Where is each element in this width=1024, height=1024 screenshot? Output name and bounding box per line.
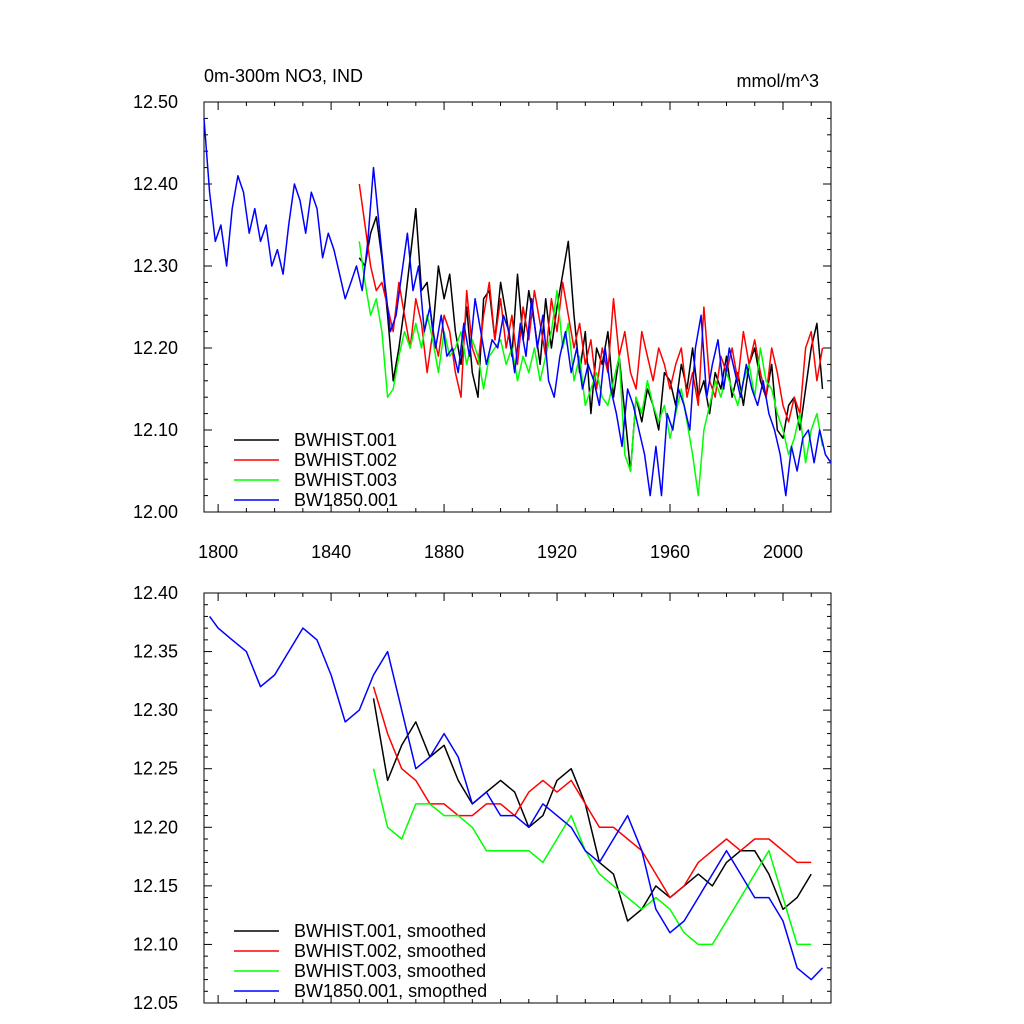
legend-label-3: BW1850.001 <box>294 490 398 510</box>
legend-label-0: BWHIST.001 <box>294 430 397 450</box>
series-line-3 <box>203 118 832 497</box>
chart-title-left: 0m-300m NO3, IND <box>204 66 363 86</box>
x-tick-label: 1840 <box>311 542 351 562</box>
y-tick-label: 12.30 <box>133 700 178 720</box>
legend-label-2: BWHIST.003 <box>294 470 397 490</box>
series-line-3 <box>208 615 824 981</box>
legend-label-3: BW1850.001, smoothed <box>294 981 487 1001</box>
y-tick-label: 12.15 <box>133 876 178 896</box>
y-tick-label: 12.30 <box>133 256 178 276</box>
x-tick-label: 1800 <box>198 542 238 562</box>
chart-title-right: mmol/m^3 <box>737 71 819 91</box>
x-tick-label: 1920 <box>537 542 577 562</box>
y-tick-label: 12.20 <box>133 338 178 358</box>
legend-label-2: BWHIST.003, smoothed <box>294 961 486 981</box>
y-tick-label: 12.10 <box>133 420 178 440</box>
bottom-chart: 12.05 12.10 12.15 12.20 12.25 12.30 12.35 12.40… <box>133 583 832 1013</box>
series-line-0 <box>372 698 812 922</box>
series-line-1 <box>372 686 812 899</box>
series-line-1 <box>358 183 824 423</box>
y-tick-label: 12.05 <box>133 993 178 1013</box>
y-tick-label: 12.10 <box>133 934 178 954</box>
y-tick-label: 12.25 <box>133 759 178 779</box>
y-tick-label: 12.00 <box>133 502 178 522</box>
top-chart: 12.00 12.10 12.20 12.30 12.40 12.50 1800 1840 18… <box>133 66 832 562</box>
plot-frame <box>203 101 832 513</box>
legend-label-1: BWHIST.002, smoothed <box>294 941 486 961</box>
y-tick-label: 12.20 <box>133 817 178 837</box>
series-line-2 <box>372 768 812 946</box>
y-tick-label: 12.50 <box>133 92 178 112</box>
legend-label-0: BWHIST.001, smoothed <box>294 921 486 941</box>
y-tick-label: 12.40 <box>133 174 178 194</box>
plot-frame <box>203 592 832 1004</box>
y-tick-label: 12.35 <box>133 642 178 662</box>
y-tick-label: 12.40 <box>133 583 178 603</box>
x-tick-label: 1880 <box>424 542 464 562</box>
x-tick-label: 1960 <box>650 542 690 562</box>
legend-label-1: BWHIST.002 <box>294 450 397 470</box>
series-line-2 <box>358 241 824 497</box>
series-line-0 <box>358 207 824 472</box>
x-tick-label: 2000 <box>763 542 803 562</box>
